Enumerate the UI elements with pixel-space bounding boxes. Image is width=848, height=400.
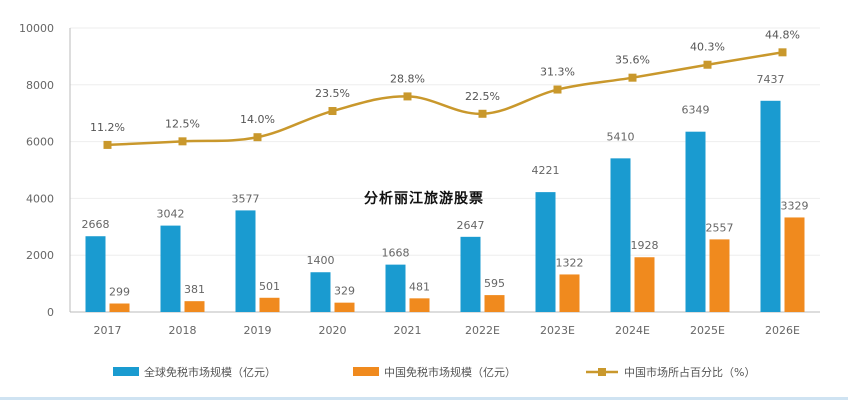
- bar-china: [259, 297, 280, 312]
- bar-global-label: 6349: [682, 104, 710, 117]
- bar-china: [334, 302, 355, 312]
- line-point-label: 22.5%: [465, 90, 500, 103]
- y-tick-label: 2000: [26, 249, 54, 262]
- bar-global: [160, 225, 181, 312]
- line-point-label: 31.3%: [540, 66, 575, 79]
- line-point: [778, 48, 787, 57]
- bar-global: [385, 264, 406, 312]
- bar-global: [535, 192, 556, 312]
- legend-swatch-global: [113, 367, 139, 376]
- line-layer: [103, 48, 787, 149]
- line-point-label: 44.8%: [765, 28, 800, 41]
- label-layer: 2668 299 3042 381 3577 501 1400 329 1668 481 2647 5…: [82, 28, 809, 298]
- x-tick-label: 2017: [94, 324, 122, 337]
- bar-china: [709, 239, 730, 312]
- bar-china: [559, 274, 580, 312]
- bar-layer: [85, 100, 805, 312]
- line-point-label: 14.0%: [240, 113, 275, 126]
- line-point-label: 28.8%: [390, 72, 425, 85]
- bar-global: [610, 158, 631, 312]
- y-tick-label: 8000: [26, 79, 54, 92]
- legend-label-global: 全球免税市场规模（亿元）: [144, 365, 276, 379]
- bar-global-label: 2647: [457, 219, 485, 232]
- bar-china-label: 3329: [781, 199, 809, 212]
- legend-swatch-share-marker: [598, 368, 606, 376]
- bar-china-label: 595: [484, 277, 505, 290]
- bar-global-label: 7437: [757, 73, 785, 86]
- x-tick-label: 2024E: [615, 324, 650, 337]
- bar-china-label: 381: [184, 283, 205, 296]
- overlay-title: 分析丽江旅游股票: [364, 191, 484, 207]
- bar-china-label: 481: [409, 280, 430, 293]
- y-tick-label: 10000: [19, 22, 54, 35]
- bar-global-label: 4221: [532, 164, 560, 177]
- line-point: [103, 140, 112, 149]
- x-tick-label: 2025E: [690, 324, 725, 337]
- bar-china: [484, 295, 505, 312]
- line-point-label: 23.5%: [315, 87, 350, 100]
- series-line-china-share: [107, 51, 783, 147]
- bar-china: [634, 257, 655, 312]
- line-point: [253, 133, 262, 142]
- bottom-divider: [0, 397, 848, 400]
- bar-global-label: 2668: [82, 218, 110, 231]
- bar-china: [409, 298, 430, 312]
- bar-china-label: 501: [259, 280, 280, 293]
- x-tick-label: 2021: [394, 324, 422, 337]
- y-tick-label: 6000: [26, 136, 54, 149]
- bar-global-label: 3577: [232, 192, 260, 205]
- line-point: [553, 85, 562, 94]
- x-tick-label: 2023E: [540, 324, 575, 337]
- x-tick-label: 2020: [319, 324, 347, 337]
- bar-global-label: 1400: [307, 254, 335, 267]
- bar-china-label: 2557: [706, 221, 734, 234]
- line-point: [178, 137, 187, 146]
- line-point: [478, 109, 487, 118]
- legend-label-china: 中国免税市场规模（亿元）: [384, 365, 516, 379]
- bar-china-label: 329: [334, 285, 355, 298]
- legend: 全球免税市场规模（亿元） 中国免税市场规模（亿元） 中国市场所占百分比（%）: [113, 365, 755, 379]
- bar-global-label: 5410: [607, 130, 635, 143]
- bar-global-label: 1668: [382, 247, 410, 260]
- line-point-label: 11.2%: [90, 121, 125, 134]
- bar-china: [109, 303, 130, 312]
- y-tick-label: 4000: [26, 192, 54, 205]
- bar-global: [310, 272, 331, 312]
- bar-global: [760, 100, 781, 312]
- x-tick-label: 2026E: [765, 324, 800, 337]
- line-point: [403, 92, 412, 101]
- bar-china: [784, 217, 805, 312]
- bar-global: [85, 236, 106, 312]
- x-tick-label: 2022E: [465, 324, 500, 337]
- line-point: [703, 60, 712, 69]
- legend-swatch-china: [353, 367, 379, 376]
- bar-china: [184, 301, 205, 312]
- line-point: [328, 107, 337, 116]
- line-point: [628, 73, 637, 82]
- line-point-label: 12.5%: [165, 117, 200, 130]
- x-tick-label: 2019: [244, 324, 272, 337]
- x-tick-label: 2018: [169, 324, 197, 337]
- bar-global-label: 3042: [157, 208, 185, 221]
- bar-china-label: 299: [109, 286, 130, 299]
- line-point-label: 40.3%: [690, 41, 725, 54]
- bar-china-label: 1322: [556, 256, 584, 269]
- bar-global: [235, 210, 256, 312]
- bar-global: [460, 236, 481, 312]
- bar-global: [685, 131, 706, 312]
- line-point-label: 35.6%: [615, 54, 650, 67]
- y-tick-label: 0: [47, 306, 54, 319]
- legend-label-share: 中国市场所占百分比（%）: [624, 365, 755, 379]
- bar-china-label: 1928: [631, 239, 659, 252]
